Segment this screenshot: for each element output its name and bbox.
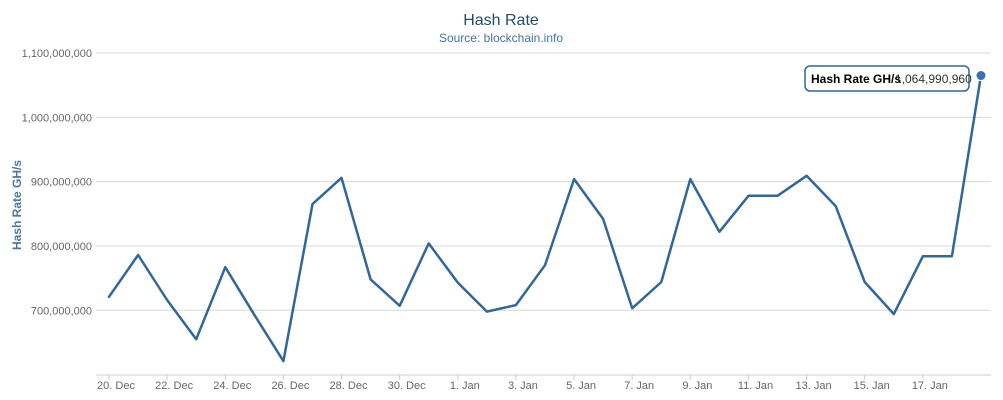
y-axis-label: Hash Rate GH/s <box>10 160 24 250</box>
data-point[interactable] <box>975 70 987 82</box>
tooltip-label: Hash Rate GH/s <box>811 72 901 86</box>
x-tick-label: 5. Jan <box>566 380 596 392</box>
grid-lines <box>96 52 991 311</box>
x-tick-label: 9. Jan <box>682 380 712 392</box>
x-tick-label: 17. Jan <box>912 380 948 392</box>
x-tick-label: 11. Jan <box>738 380 773 392</box>
x-tick-label: 26. Dec <box>271 380 309 392</box>
series-line-hash-rate <box>107 74 983 363</box>
chart-title: Hash Rate <box>463 12 539 29</box>
chart-subtitle: Source: blockchain.info <box>439 31 563 45</box>
x-tick-label: 30. Dec <box>388 380 426 392</box>
y-tick-label: 900,000,000 <box>31 177 92 189</box>
y-tick-label: 1,000,000,000 <box>22 112 92 124</box>
y-axis-ticks: 700,000,000 800,000,000 900,000,000 1,000,0… <box>22 48 92 317</box>
tooltip-value: 1,064,990,960 <box>895 72 972 86</box>
x-tick-label: 3. Jan <box>508 380 538 392</box>
x-tick-label: 28. Dec <box>330 380 368 392</box>
tooltip-box <box>804 65 970 92</box>
y-tick-label: 1,100,000,000 <box>22 48 92 60</box>
x-tick-label: 1. Jan <box>450 380 480 392</box>
series-layer <box>107 70 987 363</box>
tooltip: Hash Rate GH/s1,064,990,960 <box>804 65 972 92</box>
x-tick-label: 7. Jan <box>624 380 654 392</box>
x-tick-label: 22. Dec <box>155 380 193 392</box>
y-tick-label: 800,000,000 <box>31 241 92 253</box>
x-tick-label: 15. Jan <box>854 380 890 392</box>
x-tick-label: 13. Jan <box>796 380 832 392</box>
y-tick-label: 700,000,000 <box>31 305 92 317</box>
x-tick-label: 20. Dec <box>97 380 135 392</box>
x-axis: 20. Dec 22. Dec 24. Dec 26. Dec 28. Dec 30. D… <box>96 374 991 392</box>
x-tick-label: 24. Dec <box>213 380 251 392</box>
